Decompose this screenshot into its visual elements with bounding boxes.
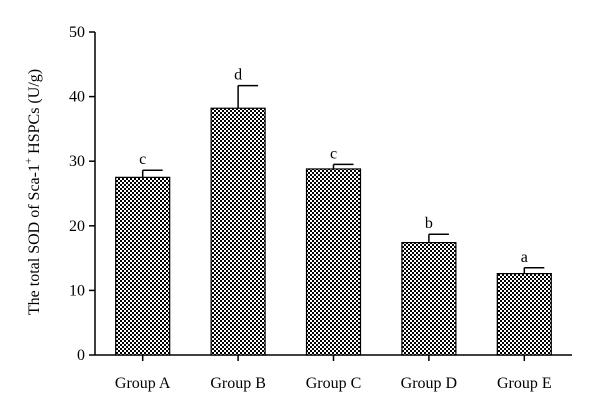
y-axis-label-superscript: + [23,158,35,164]
y-tick-label: 0 [77,347,85,364]
y-axis-label: The total SOD of Sca-1+ HSPCs (U/g) [23,69,43,315]
bars: c d c b a [115,67,552,356]
y-tick-label: 40 [69,89,85,106]
x-tick-label: Group A [115,375,171,392]
y-tick-label: 50 [69,24,85,41]
x-tick-label: Group D [401,375,457,392]
y-axis-label-main: The total SOD of Sca-1 [26,164,43,315]
y-axis-label-tail: HSPCs (U/g) [26,69,43,158]
bar-group-d [401,241,457,356]
bar-group-e [496,273,552,356]
significance-letter: b [425,215,433,232]
y-ticks: 0 10 20 30 40 50 [69,24,95,364]
significance-letter: c [330,145,337,162]
x-tick-label: Group B [210,375,266,392]
svg-text:The total SOD of Sca-1+ HSPCs: The total SOD of Sca-1+ HSPCs (U/g) [23,69,43,315]
x-ticks: Group A Group B Group C Group D Group E [115,355,552,392]
bar-group-a [115,176,171,356]
significance-letter: c [139,151,146,168]
y-tick-label: 20 [69,218,85,235]
x-tick-label: Group E [497,375,552,392]
significance-letter: d [234,67,242,84]
x-tick-label: Group C [306,375,362,392]
bar-group-b [210,107,266,356]
bar-group-c [305,168,362,356]
significance-letter: a [521,249,528,266]
y-tick-label: 30 [69,153,85,170]
y-tick-label: 10 [69,282,85,299]
